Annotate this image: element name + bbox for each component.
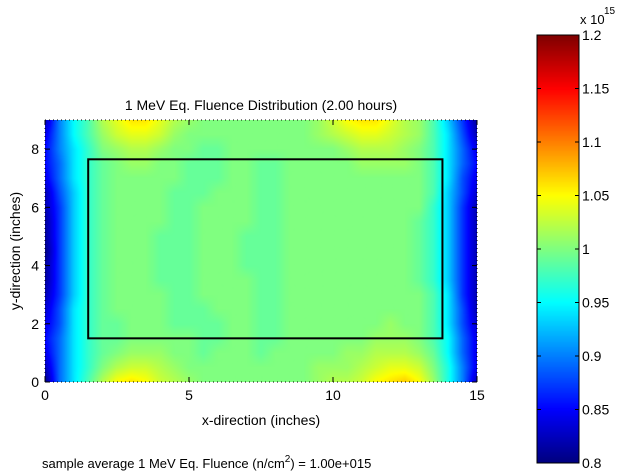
colorbar-tick-label: 0.95 xyxy=(582,295,609,311)
x-tick-label: 10 xyxy=(325,387,341,403)
plot-axes xyxy=(44,119,478,383)
colorbar-tick-label: 0.9 xyxy=(582,348,602,364)
sample-average-note: sample average 1 MeV Eq. Fluence (n/cm2)… xyxy=(42,454,371,471)
y-tick-label: 4 xyxy=(31,258,39,274)
x-axis-label: x-direction (inches) xyxy=(202,412,320,428)
y-ticks: 0 2 4 6 8 xyxy=(31,141,477,390)
colorbar-surface xyxy=(537,35,579,463)
colorbar-tick-label: 1.05 xyxy=(582,188,609,204)
x-tick-label: 15 xyxy=(469,387,485,403)
y-tick-label: 2 xyxy=(31,316,39,332)
y-tick-label: 8 xyxy=(31,141,39,157)
y-tick-label: 0 xyxy=(31,374,39,390)
sample-average-suffix: ) = 1.00e+015 xyxy=(290,456,371,471)
colorbar-tick-label: 0.85 xyxy=(582,402,609,418)
sample-rectangle xyxy=(87,158,444,340)
x-ticks: 0 5 10 15 xyxy=(41,120,485,403)
colorbar-scale-exponent: 15 xyxy=(604,6,616,17)
colorbar-ticks: 1.2 1.15 1.1 1.05 1 0.95 0.9 0.85 0.8 xyxy=(537,27,609,471)
x-tick-label: 5 xyxy=(185,387,193,403)
colorbar-tick-label: 1 xyxy=(582,241,590,257)
y-tick-label: 6 xyxy=(31,199,39,215)
sample-average-superscript: 2 xyxy=(285,454,291,465)
colorbar-tick-label: 1.15 xyxy=(582,81,609,97)
colorbar-tick-label: 1.2 xyxy=(582,27,602,43)
x-tick-label: 0 xyxy=(41,387,49,403)
chart-title: 1 MeV Eq. Fluence Distribution (2.00 hou… xyxy=(125,97,397,113)
colorbar-tick-label: 1.1 xyxy=(582,134,602,150)
colorbar-scale-label: x 10 xyxy=(580,12,605,27)
colorbar-tick-label: 0.8 xyxy=(582,455,602,471)
y-axis-label: y-direction (inches) xyxy=(7,192,23,310)
sample-average-prefix: sample average 1 MeV Eq. Fluence (n/cm xyxy=(42,456,285,471)
